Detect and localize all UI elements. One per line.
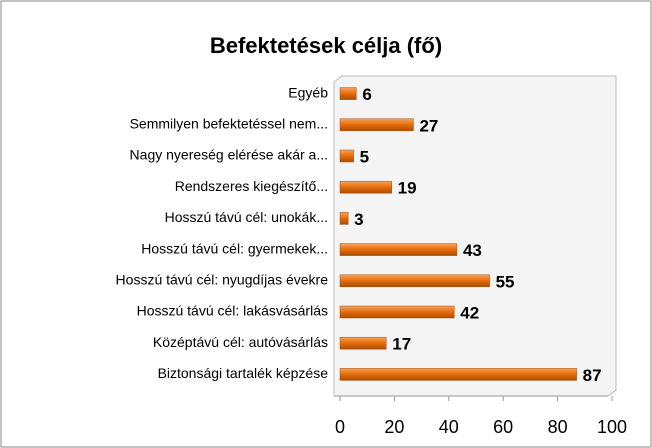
y-tick-label: Nagy nyereség elérése akár a... [130, 147, 328, 163]
x-tick-label: 80 [548, 417, 568, 437]
bar [339, 305, 455, 319]
data-label: 3 [354, 210, 363, 229]
y-tick-label: Semmilyen befektetéssel nem... [130, 116, 328, 132]
data-label: 43 [463, 241, 482, 260]
data-label: 55 [496, 272, 515, 291]
x-tick-label: 40 [439, 417, 459, 437]
y-tick-label: Biztonsági tartalék képzése [158, 365, 329, 381]
bar [339, 212, 349, 225]
y-tick-label: Egyéb [288, 84, 328, 100]
data-label: 6 [362, 85, 371, 104]
y-tick-label: Rendszeres kiegészítő... [175, 178, 328, 194]
chart-title: Befektetések célja (fő) [210, 33, 442, 58]
data-label: 27 [419, 116, 438, 135]
data-label: 42 [460, 303, 479, 322]
data-label: 17 [392, 335, 411, 354]
bar [339, 180, 392, 194]
bar [339, 274, 490, 288]
x-tick-label: 0 [335, 417, 345, 437]
bar [339, 368, 577, 381]
bar [339, 87, 357, 100]
data-label: 87 [583, 366, 602, 385]
y-tick-label: Hosszú távú cél: unokák... [165, 209, 328, 225]
x-tick-label: 20 [384, 417, 404, 437]
x-tick-label: 60 [493, 417, 513, 437]
x-tick-label: 100 [597, 417, 627, 437]
y-tick-label: Hosszú távú cél: lakásvásárlás [137, 303, 328, 319]
bar [339, 336, 387, 350]
bar [339, 243, 458, 256]
y-tick-label: Hosszú távú cél: nyugdíjas évekre [116, 272, 329, 288]
y-tick-label: Középtávú cél: autóvásárlás [153, 334, 328, 350]
y-tick-label: Hosszú távú cél: gyermekek... [141, 240, 328, 256]
data-label: 5 [360, 147, 369, 166]
bar [339, 118, 414, 132]
data-label: 19 [398, 179, 417, 198]
bar [339, 149, 354, 163]
